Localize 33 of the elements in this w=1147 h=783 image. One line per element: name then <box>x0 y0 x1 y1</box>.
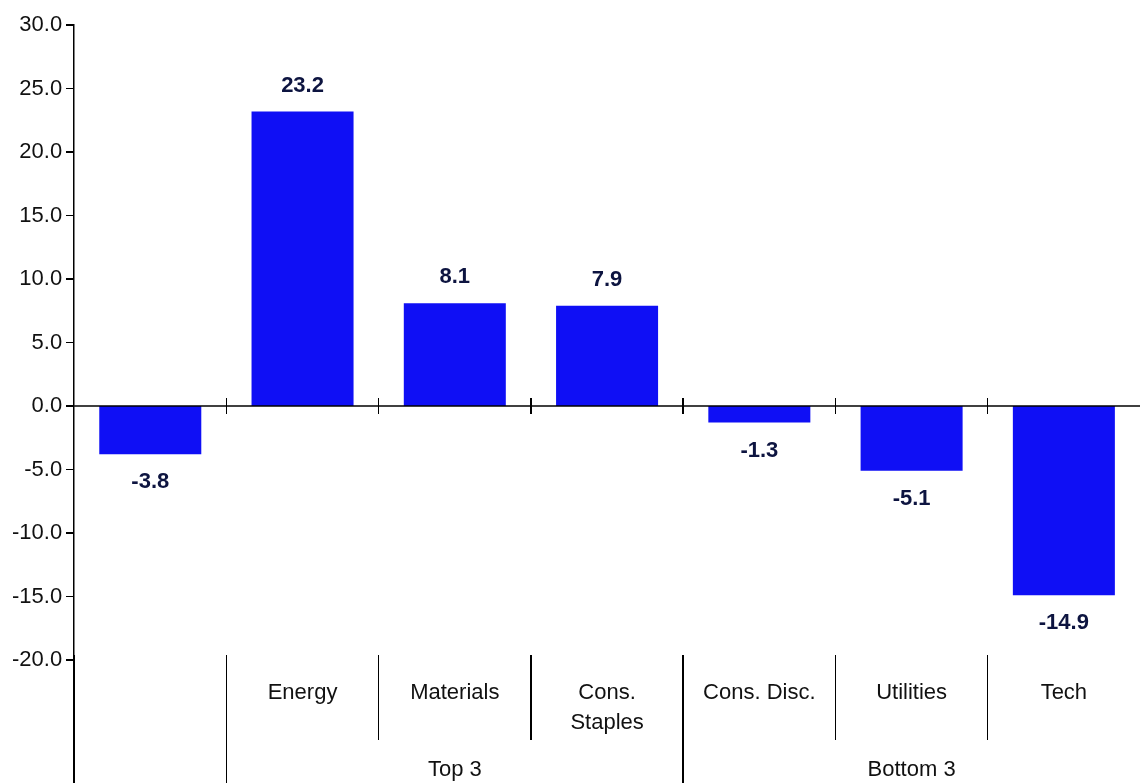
bar <box>1012 406 1115 596</box>
bar <box>708 406 811 423</box>
y-tick-label: -5.0 <box>24 455 63 481</box>
data-label: 23.2 <box>281 71 324 97</box>
x-tick-label: Energy <box>267 679 338 705</box>
y-tick-label: -15.0 <box>11 582 63 608</box>
y-tick-label: 30.0 <box>19 11 63 37</box>
data-label: -14.9 <box>1038 609 1089 635</box>
y-tick-label: 15.0 <box>19 201 63 227</box>
y-tick-label: 10.0 <box>19 265 63 291</box>
y-tick-label: -10.0 <box>11 519 63 545</box>
x-tick-label: Tech <box>1040 679 1088 705</box>
x-tick-label: Cons. Staples <box>570 679 644 735</box>
x-tick-label: Materials <box>410 679 500 705</box>
bar <box>251 111 354 407</box>
y-tick-label: 0.0 <box>31 392 63 418</box>
data-label: -1.3 <box>740 436 779 462</box>
data-label: 8.1 <box>439 263 471 289</box>
y-tick-label: 20.0 <box>19 138 63 164</box>
x-tick-label: Cons. Disc. <box>703 679 816 705</box>
data-label: 7.9 <box>591 265 623 291</box>
text: Top 3 <box>427 756 482 782</box>
bar <box>99 406 202 455</box>
bar <box>403 303 506 407</box>
text: Bottom 3 <box>867 756 956 782</box>
data-label: -5.1 <box>892 484 931 510</box>
data-label: -3.8 <box>131 468 170 494</box>
x-tick-label: Utilities <box>876 679 948 705</box>
y-tick-label: -20.0 <box>11 646 63 672</box>
bar <box>860 406 963 471</box>
y-tick-label: 5.0 <box>31 328 63 354</box>
bar <box>556 305 659 407</box>
y-tick-label: 25.0 <box>19 74 63 100</box>
